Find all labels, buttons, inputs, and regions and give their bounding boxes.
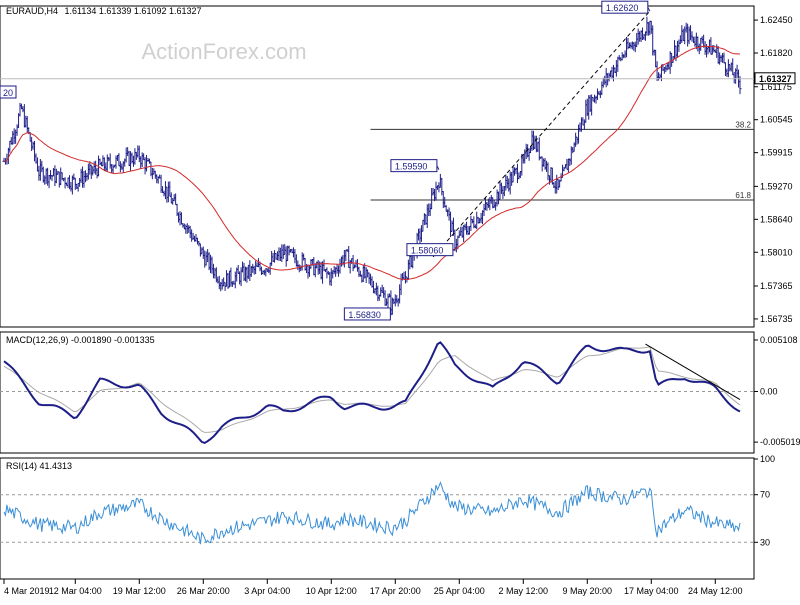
macd-frame: [0, 331, 755, 454]
macd-tick-label: 0.005108: [760, 335, 798, 345]
rsi-frame: [0, 457, 755, 580]
swing-label-pointer: [436, 165, 440, 170]
fib-label: 61.8: [735, 191, 751, 200]
watermark: ActionForex.com: [141, 39, 306, 64]
macd-trendline: [645, 343, 741, 400]
macd-tick-label: -0.005019: [760, 437, 800, 447]
x-tick-label: 2 May 12:00: [499, 586, 549, 596]
left-edge-text: 20: [3, 88, 13, 98]
swing-labels: 1.62620 1.59590 1.58060 1.56830: [343, 0, 651, 321]
x-tick-label: 26 Mar 20:00: [177, 586, 230, 596]
rsi-panel: RSI(14) 41.4313 100 70 30: [0, 454, 775, 580]
candles: [2, 16, 742, 316]
swing-label-pointer: [647, 6, 651, 12]
x-axis: 4 Mar 2019 12 Mar 04:00 19 Mar 12:00 26 Mar…: [3, 579, 743, 596]
price-tick-label: 1.57365: [760, 281, 793, 291]
price-tick-label: 1.61820: [760, 48, 793, 58]
x-tick-label: 10 Apr 12:00: [306, 586, 357, 596]
swing-label-text: 1.59590: [395, 162, 428, 172]
x-tick-label: 25 Apr 04:00: [434, 586, 485, 596]
swing-label-text: 1.56830: [348, 310, 381, 320]
macd-line: [3, 341, 741, 444]
macd-panel: MACD(12,26,9) -0.001890 -0.001335 0.0051…: [0, 331, 800, 454]
price-tick-label: 1.59915: [760, 148, 793, 158]
x-tick-label: 19 Mar 12:00: [113, 586, 166, 596]
price-tick-label: 1.58010: [760, 247, 793, 257]
rsi-title: RSI(14) 41.4313: [6, 461, 72, 471]
current-price-box: [754, 72, 796, 85]
current-price-text: 1.61327: [759, 74, 792, 84]
x-tick-label: 12 Mar 04:00: [49, 586, 102, 596]
price-tick-label: 1.61175: [760, 82, 792, 92]
rsi-tick-label: 70: [760, 490, 770, 500]
swing-label-text: 1.62620: [606, 3, 639, 13]
price-tick-label: 1.59270: [760, 181, 793, 191]
current-price-marker: 1.61327: [0, 72, 796, 85]
rsi-y-axis: 100 70 30: [0, 454, 775, 547]
x-tick-label: 3 Apr 04:00: [244, 586, 290, 596]
x-tick-label: 9 May 20:00: [563, 586, 613, 596]
left-edge-box: [0, 85, 17, 99]
price-trendline: [432, 10, 651, 258]
macd-tick-label: 0.00: [760, 386, 778, 396]
rsi-tick-label: 30: [760, 537, 770, 547]
price-panel: ActionForex.com EURAUD,H4 1.61134 1.6133…: [0, 0, 796, 328]
x-tick-label: 4 Mar 2019: [4, 586, 50, 596]
price-tick-label: 1.60545: [760, 115, 793, 125]
symbol-label: EURAUD,H4: [6, 6, 58, 16]
price-frame: [0, 5, 755, 328]
chart-header: EURAUD,H4 1.61134 1.61339 1.61092 1.6132…: [6, 6, 202, 16]
price-tick-label: 1.62450: [760, 15, 793, 25]
rsi-tick-label: 100: [760, 454, 775, 464]
left-edge-marker: 20: [0, 85, 17, 99]
sma-line: [3, 45, 741, 281]
x-tick-label: 17 May 04:00: [624, 586, 679, 596]
price-tick-label: 1.58640: [760, 214, 793, 224]
rsi-line: [3, 481, 741, 545]
macd-title: MACD(12,26,9) -0.001890 -0.001335: [6, 335, 155, 345]
x-tick-label: 17 Apr 20:00: [370, 586, 421, 596]
price-tick-label: 1.56735: [760, 314, 793, 324]
price-y-axis: 1.62450 1.61820 1.61175 1.60545 1.59915 1.592…: [754, 15, 793, 324]
swing-label-text: 1.58060: [411, 246, 444, 256]
fib-label: 38.2: [735, 120, 751, 129]
x-tick-label: 24 May 12:00: [688, 586, 743, 596]
macd-y-axis: 0.005108 0.00 -0.005019: [754, 335, 800, 447]
ohlc-label: 1.61134 1.61339 1.61092 1.61327: [65, 6, 202, 16]
